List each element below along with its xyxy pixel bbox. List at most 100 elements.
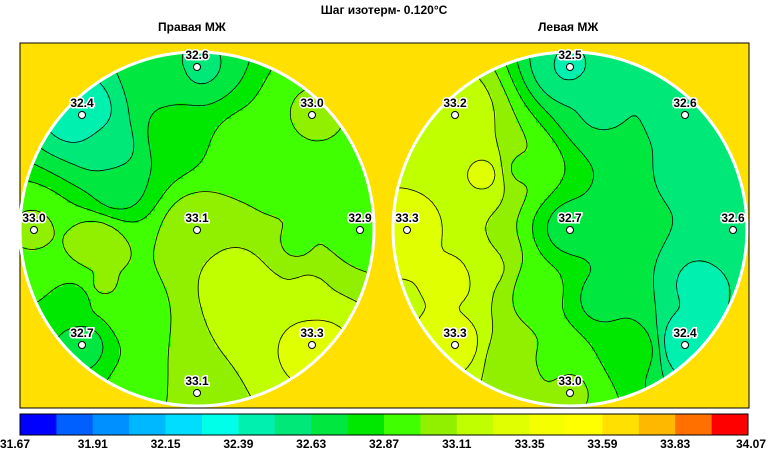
temp-cell (251, 135, 256, 140)
temp-cell (287, 127, 292, 132)
temp-cell (167, 255, 172, 260)
temp-cell (151, 123, 156, 128)
temp-cell (107, 131, 112, 136)
temp-cell (311, 123, 316, 128)
temp-cell (211, 215, 216, 220)
temp-cell (247, 63, 252, 68)
temp-cell (159, 179, 164, 184)
temp-cell (203, 215, 208, 220)
temp-cell (215, 127, 220, 132)
temp-cell (163, 67, 168, 72)
temp-cell (243, 127, 248, 132)
temp-cell (183, 155, 188, 160)
temp-cell (107, 259, 112, 264)
temp-cell (347, 231, 352, 236)
temp-cell (55, 235, 60, 240)
temp-cell (163, 239, 168, 244)
temp-cell (147, 231, 152, 236)
temp-cell (171, 259, 176, 264)
temp-cell (283, 223, 288, 228)
temp-cell (87, 187, 92, 192)
temp-cell (315, 167, 320, 172)
temp-cell (295, 107, 300, 112)
temp-cell (323, 131, 328, 136)
temp-cell (327, 123, 332, 128)
temp-cell (63, 111, 68, 116)
temp-cell (267, 95, 272, 100)
temp-cell (203, 271, 208, 276)
temp-cell (239, 83, 244, 88)
temp-cell (59, 151, 64, 156)
temp-cell (135, 255, 140, 260)
temp-cell (175, 179, 180, 184)
temp-cell (331, 219, 336, 224)
temp-cell (355, 255, 360, 260)
temp-cell (331, 183, 336, 188)
temp-cell (207, 123, 212, 128)
temp-cell (195, 255, 200, 260)
temp-cell (259, 99, 264, 104)
temp-cell (323, 191, 328, 196)
temp-cell (287, 99, 292, 104)
temp-cell (167, 83, 172, 88)
temp-cell (27, 267, 32, 272)
temp-cell (195, 75, 200, 80)
temp-cell (103, 227, 108, 232)
temp-cell (99, 131, 104, 136)
temp-cell (183, 99, 188, 104)
temp-cell (231, 239, 236, 244)
temp-cell (135, 127, 140, 132)
temp-cell (331, 231, 336, 236)
temp-cell (175, 151, 180, 156)
temp-cell (107, 111, 112, 116)
temp-cell (279, 139, 284, 144)
temp-cell (67, 135, 72, 140)
chart-title: Шаг изотерм- 0.120°C (320, 3, 448, 17)
temp-cell (183, 187, 188, 192)
temp-cell (143, 171, 148, 176)
temp-cell (51, 187, 56, 192)
temp-cell (87, 95, 92, 100)
temp-cell (99, 155, 104, 160)
temp-cell (183, 103, 188, 108)
temp-cell (55, 271, 60, 276)
temp-cell (259, 227, 264, 232)
temp-cell (119, 267, 124, 272)
temp-cell (331, 271, 336, 276)
temp-cell (167, 227, 172, 232)
temp-cell (115, 111, 120, 116)
temp-cell (35, 219, 40, 224)
temp-cell (191, 251, 196, 256)
temp-cell (59, 155, 64, 160)
temp-cell (139, 191, 144, 196)
temp-cell (247, 211, 252, 216)
temp-cell (351, 199, 356, 204)
temp-cell (283, 83, 288, 88)
temp-cell (75, 99, 80, 104)
temp-cell (331, 207, 336, 212)
temp-cell (39, 195, 44, 200)
temp-cell (143, 135, 148, 140)
temp-cell (143, 199, 148, 204)
temp-cell (251, 151, 256, 156)
temp-cell (23, 195, 28, 200)
temp-cell (243, 255, 248, 260)
temp-cell (215, 115, 220, 120)
temp-cell (223, 167, 228, 172)
temp-cell (195, 71, 200, 76)
temp-cell (75, 255, 80, 260)
temp-cell (323, 123, 328, 128)
temp-cell (99, 251, 104, 256)
temp-cell (295, 191, 300, 196)
temp-cell (247, 71, 252, 76)
temp-cell (203, 95, 208, 100)
temp-cell (67, 147, 72, 152)
temp-cell (135, 75, 140, 80)
temp-cell (363, 227, 368, 232)
temp-cell (115, 199, 120, 204)
temp-cell (323, 159, 328, 164)
temp-cell (195, 95, 200, 100)
temp-cell (307, 187, 312, 192)
temp-cell (119, 247, 124, 252)
temp-cell (127, 251, 132, 256)
